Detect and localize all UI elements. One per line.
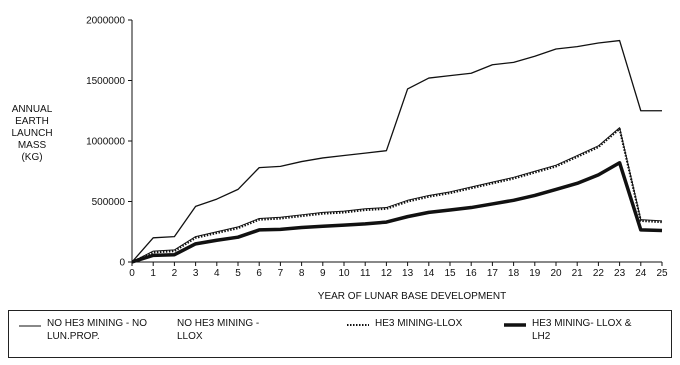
x-tick-label: 21 bbox=[572, 268, 584, 279]
x-tick-label: 5 bbox=[235, 268, 241, 279]
x-tick-label: 2 bbox=[172, 268, 178, 279]
x-tick-label: 1 bbox=[150, 268, 156, 279]
x-tick-label: 11 bbox=[360, 268, 371, 279]
series-line-1 bbox=[131, 39, 662, 263]
axes bbox=[131, 20, 662, 263]
x-tick-label: 15 bbox=[444, 268, 456, 279]
series-line-4 bbox=[131, 161, 663, 264]
x-tick-label: 10 bbox=[338, 268, 350, 279]
x-tick-label: 13 bbox=[402, 268, 414, 279]
x-tick-label: 18 bbox=[508, 268, 520, 279]
y-axis-label-line: MASS bbox=[18, 140, 47, 151]
series-lines bbox=[131, 39, 663, 264]
x-tick-label: 12 bbox=[381, 268, 393, 279]
y-tick-label: 0 bbox=[119, 258, 125, 269]
x-tick-label: 22 bbox=[593, 268, 605, 279]
y-axis-label-line: (KG) bbox=[21, 152, 42, 163]
x-tick-label: 24 bbox=[635, 268, 647, 279]
x-axis-label: YEAR OF LUNAR BASE DEVELOPMENT bbox=[318, 291, 506, 302]
x-tick-label: 3 bbox=[193, 268, 199, 279]
x-tick-label: 19 bbox=[529, 268, 541, 279]
x-tick-label: 6 bbox=[256, 268, 262, 279]
x-tick-label: 14 bbox=[423, 268, 435, 279]
y-tick-label: 1000000 bbox=[86, 137, 125, 148]
y-tick-label: 1500000 bbox=[86, 76, 125, 87]
y-axis-ticks: 0 500000 1000000 1500000 2000000 bbox=[86, 16, 132, 269]
x-tick-label: 0 bbox=[129, 268, 135, 279]
legend-label: HE3 MINING-LLOX bbox=[375, 318, 463, 329]
legend-label: NO HE3 MINING - LLOX bbox=[177, 318, 260, 342]
x-tick-label: 23 bbox=[614, 268, 626, 279]
x-tick-label: 17 bbox=[487, 268, 499, 279]
x-tick-label: 25 bbox=[656, 268, 668, 279]
legend-swatch-dotted bbox=[347, 324, 369, 326]
y-tick-label: 2000000 bbox=[86, 16, 125, 27]
x-tick-label: 16 bbox=[466, 268, 478, 279]
legend-swatch-thin-solid bbox=[19, 325, 41, 327]
y-axis-label-line: ANNUAL bbox=[12, 104, 53, 115]
legend-swatch-thick-solid bbox=[504, 323, 526, 327]
x-tick-label: 9 bbox=[320, 268, 326, 279]
legend-label: HE3 MINING- LLOX & LH2 bbox=[532, 318, 632, 342]
y-axis-label-line: EARTH bbox=[15, 116, 49, 127]
legend: NO HE3 MINING - NO LUN.PROP. NO HE3 MINI… bbox=[8, 310, 672, 358]
y-axis-label-line: LAUNCH bbox=[11, 128, 52, 139]
y-tick-label: 500000 bbox=[92, 197, 126, 208]
series-line-2 bbox=[131, 127, 663, 263]
legend-label: NO HE3 MINING - NO LUN.PROP. bbox=[47, 318, 148, 342]
x-tick-label: 20 bbox=[550, 268, 562, 279]
x-tick-label: 7 bbox=[278, 268, 284, 279]
x-axis-ticks: 0 1 2 3 4 5 6 7 8 9 10 11 12 13 14 15 16 17 18 19 20 21 22 23 24… bbox=[129, 262, 668, 279]
x-tick-label: 8 bbox=[299, 268, 305, 279]
x-tick-label: 4 bbox=[214, 268, 220, 279]
